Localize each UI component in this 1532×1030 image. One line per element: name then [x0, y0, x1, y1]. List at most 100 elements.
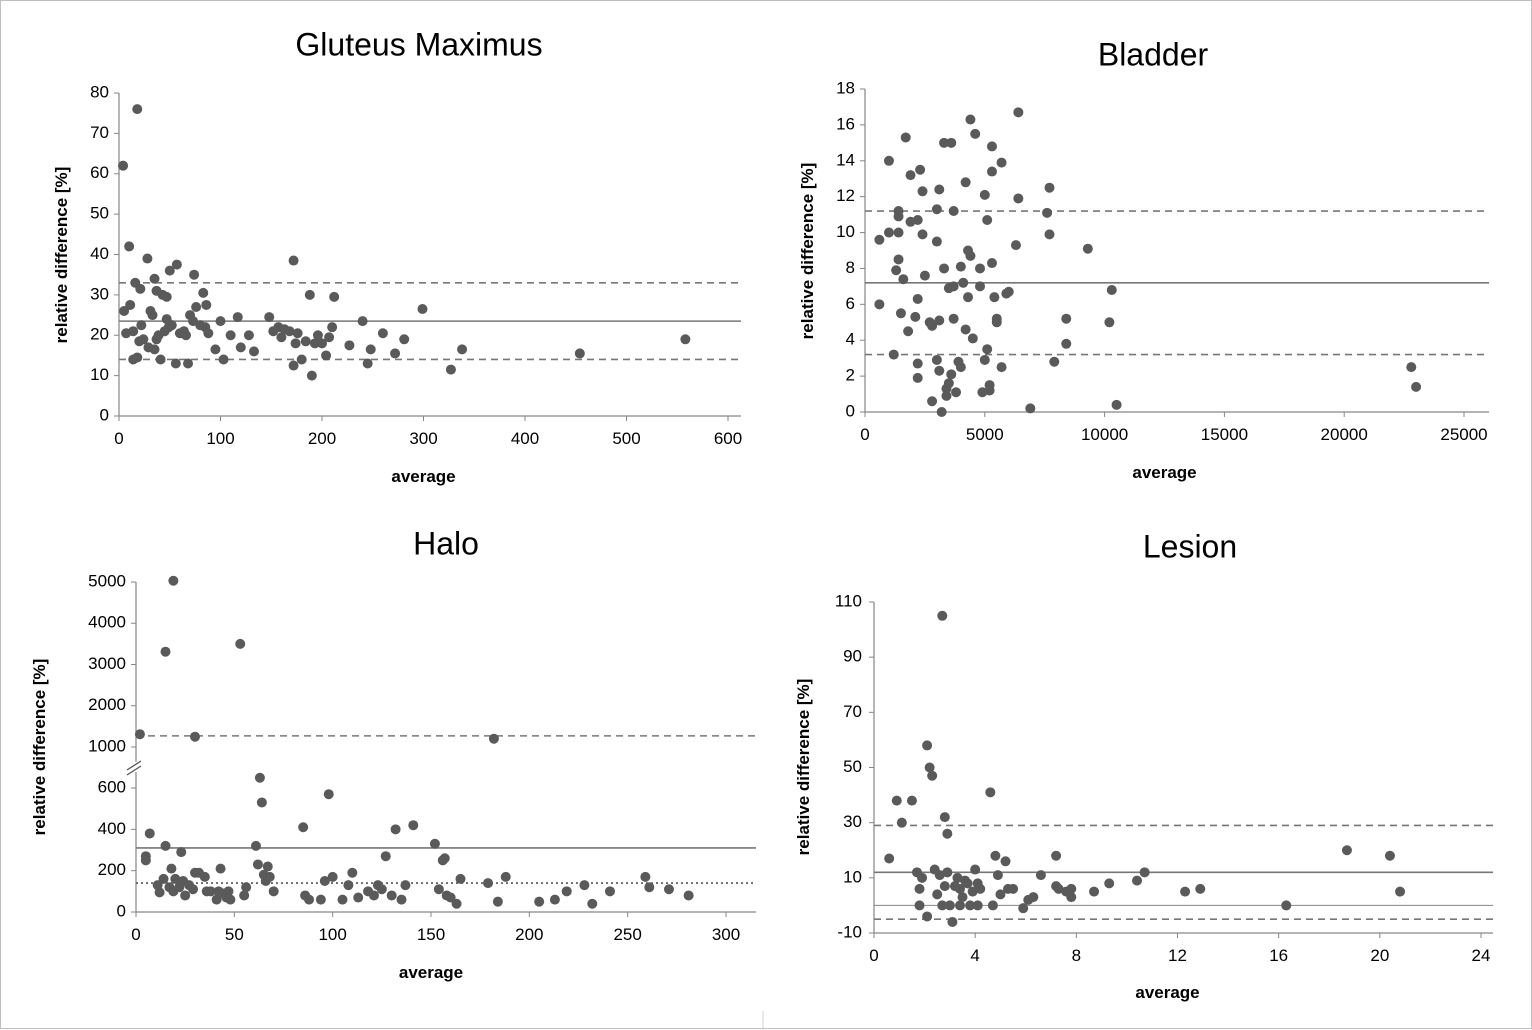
- data-point: [884, 853, 895, 864]
- data-point: [155, 354, 166, 365]
- y-axis-label: relative difference [%]: [794, 679, 813, 856]
- x-tick-label: 25000: [1440, 425, 1487, 444]
- data-point: [223, 886, 234, 897]
- y-tick-label: 0: [100, 405, 109, 424]
- data-point: [225, 894, 236, 905]
- y-tick-label: 400: [98, 819, 126, 838]
- y-tick-label: 16: [836, 114, 855, 133]
- data-point: [210, 344, 221, 355]
- data-point: [975, 883, 986, 894]
- data-point: [1049, 356, 1060, 367]
- data-point: [946, 369, 957, 380]
- x-tick-label: 500: [612, 429, 640, 448]
- y-axis-label: relative difference [%]: [52, 167, 71, 344]
- axis-break-gap: [129, 762, 143, 772]
- data-point: [312, 330, 323, 341]
- x-tick-label: 0: [860, 425, 869, 444]
- x-tick-label: 10000: [1081, 425, 1128, 444]
- data-point: [323, 789, 334, 800]
- data-point: [893, 227, 904, 238]
- data-point: [128, 326, 139, 337]
- data-point: [142, 253, 153, 264]
- data-point: [125, 299, 136, 310]
- data-point: [946, 137, 957, 148]
- data-point: [1104, 878, 1115, 889]
- data-point: [215, 316, 226, 327]
- data-point: [168, 575, 179, 586]
- data-point: [1010, 240, 1021, 251]
- data-point: [942, 828, 953, 839]
- y-tick-label: 20: [90, 325, 109, 344]
- y-tick-label: 5000: [88, 571, 126, 590]
- data-point: [492, 896, 503, 907]
- data-point: [344, 340, 355, 351]
- data-point: [1139, 867, 1150, 878]
- data-point: [190, 731, 200, 742]
- data-point: [965, 900, 976, 911]
- data-point: [1066, 892, 1077, 903]
- y-tick-label: -10: [837, 922, 862, 941]
- data-point: [967, 333, 978, 344]
- data-point: [1411, 381, 1422, 392]
- data-point: [1013, 107, 1024, 118]
- data-point: [893, 254, 904, 265]
- data-point: [1406, 362, 1417, 373]
- data-point: [166, 320, 177, 331]
- x-tick-label: 150: [417, 925, 445, 944]
- data-point: [288, 255, 299, 266]
- data-point: [963, 292, 974, 303]
- data-point: [132, 352, 143, 363]
- data-point: [180, 890, 191, 901]
- data-point: [264, 871, 275, 882]
- data-point: [445, 364, 456, 375]
- data-point: [1018, 903, 1029, 914]
- data-point: [161, 291, 172, 302]
- data-point: [970, 128, 981, 139]
- data-point: [893, 211, 904, 222]
- data-point: [992, 870, 1003, 881]
- data-point: [943, 378, 954, 389]
- data-point: [990, 850, 1001, 861]
- data-point: [300, 336, 311, 347]
- data-point: [327, 871, 338, 882]
- data-point: [284, 326, 295, 337]
- data-point: [948, 206, 959, 217]
- data-point: [979, 189, 990, 200]
- data-point: [932, 889, 943, 900]
- data-point: [136, 320, 147, 331]
- data-point: [147, 310, 158, 321]
- data-point: [927, 770, 938, 781]
- data-point: [1061, 313, 1072, 324]
- data-point: [549, 894, 560, 905]
- data-point: [166, 863, 177, 874]
- x-tick-label: 0: [114, 429, 123, 448]
- y-tick-label: 3000: [88, 654, 126, 673]
- data-point: [160, 646, 171, 657]
- data-point: [183, 358, 194, 369]
- data-point: [924, 762, 935, 773]
- x-tick-label: 5000: [966, 425, 1004, 444]
- data-point: [1061, 338, 1072, 349]
- x-tick-label: 600: [714, 429, 742, 448]
- data-point: [883, 227, 894, 238]
- axis-break-mark: [126, 765, 142, 776]
- data-point: [883, 155, 894, 166]
- data-point: [290, 338, 301, 349]
- y-tick-label: 1000: [88, 736, 126, 755]
- data-point: [951, 387, 962, 398]
- data-point: [118, 160, 129, 171]
- data-point: [574, 348, 585, 359]
- data-point: [939, 812, 950, 823]
- data-point: [483, 878, 494, 889]
- data-point: [1053, 883, 1064, 894]
- chart-panel-4: Lesion -10 10 30 50 70 90 110 0 4 8 12 16 20 24 average…: [794, 528, 1493, 1002]
- y-tick-label: 4000: [88, 613, 126, 632]
- data-point: [239, 890, 250, 901]
- data-point: [380, 851, 391, 862]
- data-point: [1044, 229, 1055, 240]
- x-tick-label: 300: [712, 925, 740, 944]
- data-point: [957, 892, 968, 903]
- data-point: [903, 326, 914, 337]
